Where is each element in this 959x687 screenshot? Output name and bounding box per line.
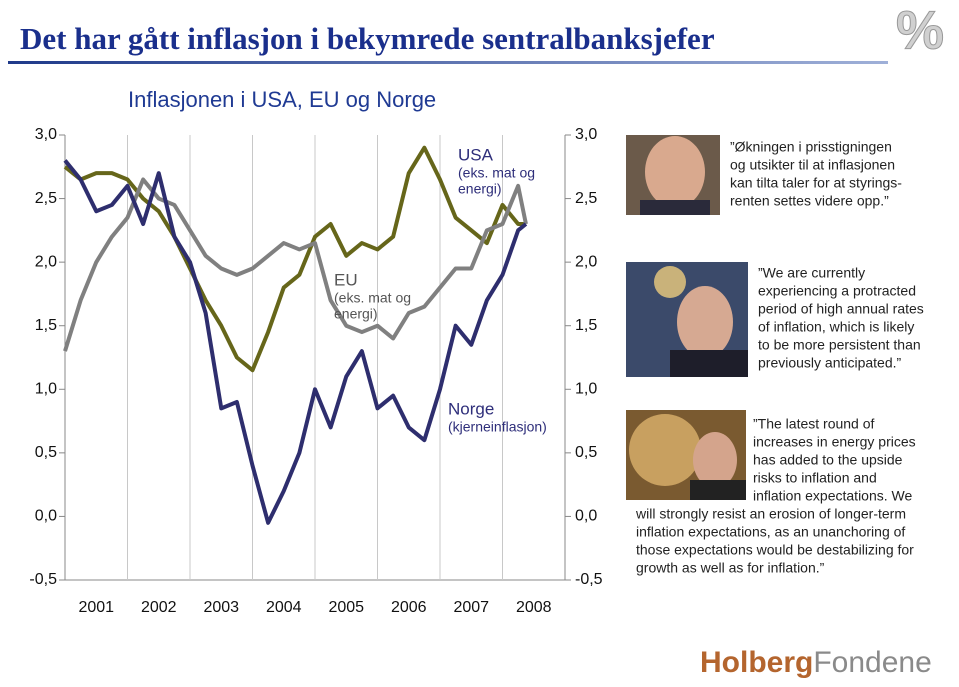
y-tick-label: 0,5 [35,444,57,461]
quote-line: to be more persistent than [758,337,921,353]
x-tick-label: 2004 [266,599,302,616]
title-rule [8,61,888,64]
chart-title: Inflasjonen i USA, EU og Norge [128,87,436,112]
y-tick-label: 2,5 [35,190,57,207]
quote-line: og utsikter til at inflasjonen [730,157,895,173]
quote-line: ”We are currently [758,265,865,281]
quote-line: period of high annual rates [758,301,924,317]
x-tick-label: 2001 [78,599,114,616]
quote-line: renten settes videre opp.” [730,193,889,209]
series-annotation: (kjerneinflasjon) [448,419,547,435]
series-label: Norge [448,399,494,418]
y2-tick-label: -0,5 [575,571,603,588]
x-tick-label: 2006 [391,599,427,616]
y2-tick-label: 2,5 [575,190,597,207]
y-tick-label: 3,0 [35,126,57,143]
series-annotation: energi) [334,306,378,322]
quote-line: risks to inflation and [753,470,877,486]
chart: 3,0 3,0 2,5 2,5 2,0 2,0 1,5 1,5 1,0 1,0 0,5 0,5 0,0 0… [29,126,602,616]
slide-title: Det har gått inflasjon i bekymrede sentr… [20,21,715,56]
series-annotation: (eks. mat og [334,290,411,306]
x-tick-label: 2002 [141,599,177,616]
photo [626,410,746,500]
series-label: USA [458,145,494,164]
quote-line: increases in energy prices [753,434,916,450]
y2-tick-label: 0,0 [575,508,597,525]
y2-tick-label: 2,0 [575,253,597,270]
quote-line: inflation expectations, as an unanchorin… [636,524,905,540]
y-tick-label: 1,5 [35,317,57,334]
series-line [63,145,526,373]
x-tick-label: 2005 [328,599,364,616]
y-tick-label: 2,0 [35,253,57,270]
photo [626,135,720,215]
y2-tick-label: 0,5 [575,444,597,461]
quote-line: inflation expectations. We [753,488,912,504]
y-tick-label: -0,5 [29,571,57,588]
x-tick-label: 2003 [203,599,239,616]
series-annotation: energi) [458,181,502,197]
quote-line: experiencing a protracted [758,283,916,299]
quote-line: has added to the upside [753,452,903,468]
series-line [63,159,528,525]
quote-line: growth as well as for inflation.” [636,560,825,576]
brand-bold: Holberg [700,646,813,679]
quote-line: those expectations would be destabilizin… [636,542,914,558]
series-label: EU [334,270,358,289]
x-tick-label: 2008 [516,599,552,616]
quote-line: will strongly resist an erosion of longe… [635,506,906,522]
brand-light: Fondene [813,646,931,679]
quote-line: ”The latest round of [753,416,875,432]
y2-tick-label: 1,0 [575,381,597,398]
logo-mark: % [896,0,944,60]
quote-line: previously anticipated.” [758,355,902,371]
brand: HolbergFondene [700,646,932,679]
y-tick-label: 0,0 [35,508,57,525]
y2-tick-label: 3,0 [575,126,597,143]
quote-line: ”Økningen i prisstigningen [730,139,892,155]
y2-tick-label: 1,5 [575,317,597,334]
series-line [63,177,528,352]
quote-line: kan tilta taler for at styrings- [730,175,902,191]
y-tick-label: 1,0 [35,381,57,398]
x-tick-label: 2007 [453,599,489,616]
series-annotation: (eks. mat og [458,165,535,181]
photo [626,262,748,377]
quote-line: of inflation, which is likely [758,319,914,335]
